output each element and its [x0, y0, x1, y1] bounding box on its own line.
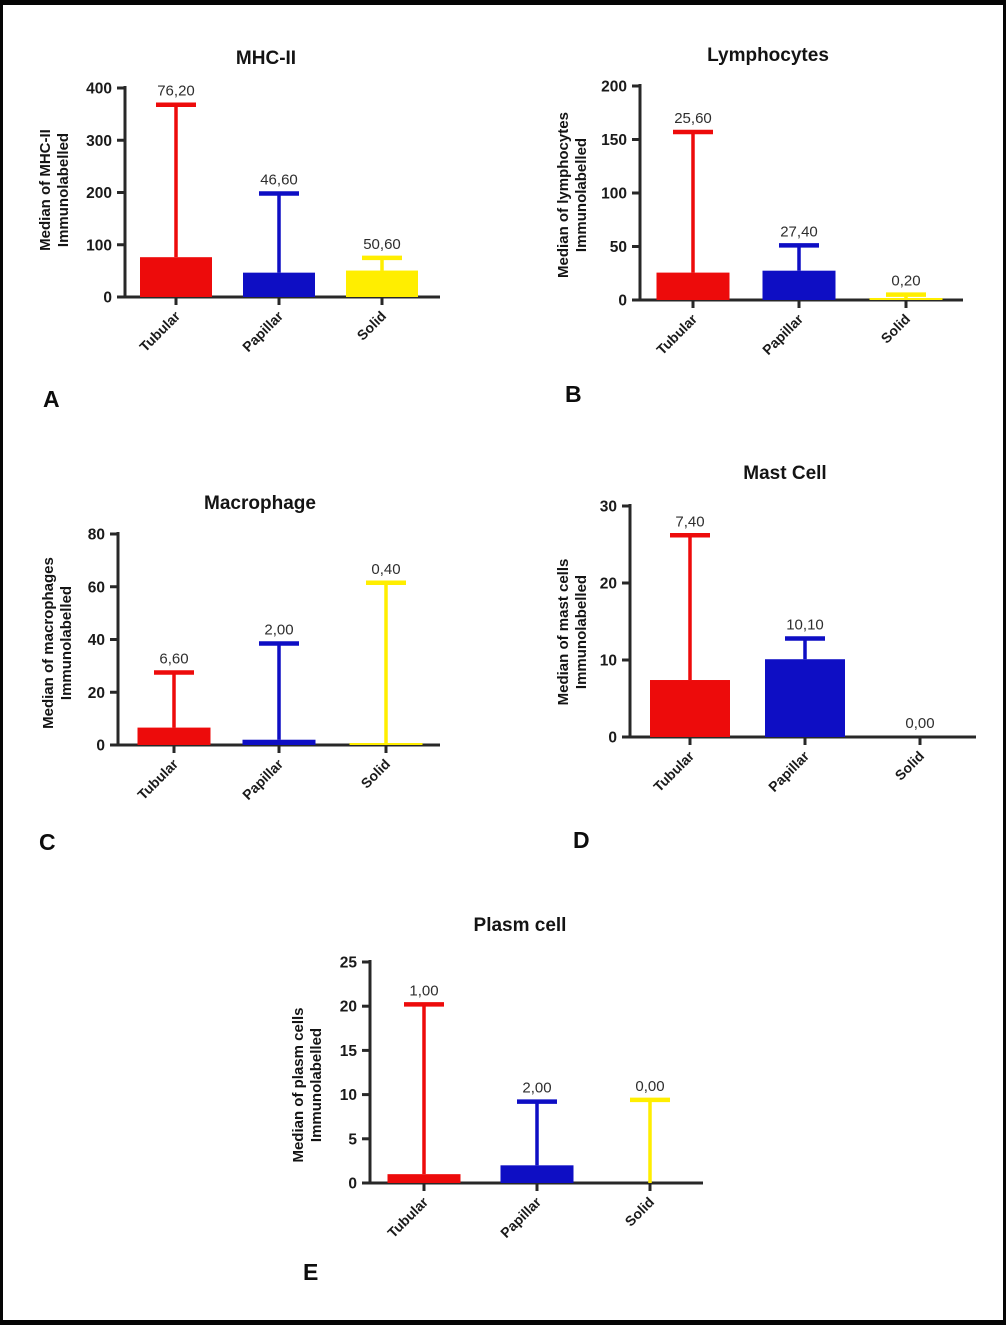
panel-letter-c: C [39, 829, 56, 855]
value-label-tubular: 7,40 [675, 513, 704, 530]
value-label-papillar: 46,60 [260, 172, 298, 189]
y-tick-label: 20 [88, 685, 105, 702]
chart-title: Macrophage [204, 493, 316, 514]
panel-letter-e: E [303, 1259, 319, 1285]
value-label-papillar: 2,00 [264, 621, 293, 638]
bar-papillar [765, 659, 845, 737]
value-label-solid: 50,60 [363, 236, 401, 253]
chart-panel-e: Plasm cell Median of plasm cells Immunol… [253, 905, 723, 1305]
category-label-tubular: Tubular [384, 1193, 431, 1240]
chart-title: MHC-II [235, 48, 297, 69]
y-tick-label: 400 [86, 81, 112, 98]
category-label-papillar: Papillar [497, 1193, 544, 1240]
y-tick-label: 30 [600, 499, 617, 516]
category-label-papillar: Papillar [759, 310, 806, 357]
chart-title: Plasm cell [473, 915, 567, 936]
chart-panel-b: Lymphocytes Median of lymphocytes Immuno… [523, 30, 1003, 405]
value-label-solid: 0,20 [891, 273, 920, 290]
value-label-papillar: 2,00 [522, 1080, 551, 1097]
y-tick-label: 25 [340, 955, 358, 972]
bar-plot: 0 100 200 300 400 76,20 Tubular 46,60 Papillar 50… [86, 81, 440, 355]
y-tick-label: 20 [340, 999, 357, 1016]
y-tick-label: 200 [601, 79, 627, 96]
y-tick-label: 20 [600, 576, 617, 593]
y-tick-label: 0 [608, 730, 617, 747]
chart-panel-c: Macrophage Median of macrophages Immunol… [23, 475, 493, 860]
y-tick-label: 80 [88, 527, 105, 544]
y-tick-label: 10 [600, 653, 617, 670]
bar-solid [869, 298, 943, 300]
y-tick-label: 5 [348, 1131, 357, 1148]
y-tick-label: 200 [86, 185, 112, 202]
value-label-solid: 0,40 [371, 561, 400, 578]
bar-plot: 0 10 20 30 7,40 Tubular 10,10 Papillar 0,00 Solid [600, 499, 976, 795]
chart-title: Mast Cell [743, 463, 827, 484]
bar-papillar [243, 272, 315, 297]
y-tick-label: 40 [88, 632, 105, 649]
bar-tubular [650, 680, 730, 737]
y-tick-label: 0 [96, 738, 105, 755]
panel-letter-b: B [565, 381, 582, 407]
category-label-solid: Solid [622, 1194, 658, 1230]
bar-tubular [137, 727, 211, 745]
value-label-papillar: 27,40 [780, 223, 818, 240]
category-label-papillar: Papillar [765, 747, 812, 794]
panel-letter-a: A [43, 386, 60, 412]
y-tick-label: 15 [340, 1043, 358, 1060]
category-label-tubular: Tubular [134, 755, 181, 802]
bar-tubular [656, 272, 730, 300]
bar-plot: 0 5 10 15 20 25 1,00 Tubular 2,00 Papillar 0,00 Sol… [340, 955, 703, 1241]
value-label-tubular: 1,00 [409, 982, 438, 999]
bar-tubular [387, 1174, 461, 1183]
y-tick-label: 10 [340, 1087, 357, 1104]
bar-plot: 0 50 100 150 200 25,60 Tubular 27,40 Papillar 0,2… [601, 79, 963, 358]
value-label-tubular: 76,20 [157, 83, 195, 100]
y-tick-label: 50 [610, 239, 627, 256]
bar-solid [349, 743, 423, 745]
category-label-solid: Solid [358, 756, 394, 792]
category-label-papillar: Papillar [239, 307, 286, 354]
y-tick-label: 0 [618, 293, 627, 310]
y-tick-label: 60 [88, 579, 105, 596]
category-label-tubular: Tubular [650, 747, 697, 794]
y-tick-label: 300 [86, 133, 112, 150]
chart-panel-d: Mast Cell Median of mast cells Immunolab… [523, 445, 1003, 860]
category-label-tubular: Tubular [136, 307, 183, 354]
value-label-solid: 0,00 [635, 1078, 664, 1095]
bar-tubular [140, 257, 212, 297]
category-label-solid: Solid [354, 308, 390, 344]
y-tick-label: 100 [86, 237, 112, 254]
value-label-tubular: 25,60 [674, 110, 712, 127]
y-tick-label: 0 [103, 290, 112, 307]
bar-papillar [500, 1165, 574, 1183]
category-label-tubular: Tubular [653, 310, 700, 357]
y-tick-label: 0 [348, 1176, 357, 1193]
value-label-papillar: 10,10 [786, 616, 824, 633]
y-tick-label: 150 [601, 132, 627, 149]
y-tick-label: 100 [601, 186, 627, 203]
value-label-tubular: 6,60 [159, 650, 188, 667]
chart-title: Lymphocytes [707, 45, 829, 66]
bar-solid [346, 270, 418, 297]
category-label-solid: Solid [878, 311, 914, 347]
panel-letter-d: D [573, 827, 590, 853]
value-label-solid: 0,00 [905, 715, 934, 732]
bar-papillar [762, 270, 836, 300]
bar-plot: 0 20 40 60 80 6,60 Tubular 2,00 Papillar 0,40 Soli… [88, 527, 440, 803]
chart-panel-a: MHC-II Median of MHC-II Immunolabelled 0… [23, 30, 493, 405]
category-label-solid: Solid [892, 748, 928, 784]
bar-papillar [242, 739, 316, 745]
category-label-papillar: Papillar [239, 755, 286, 802]
